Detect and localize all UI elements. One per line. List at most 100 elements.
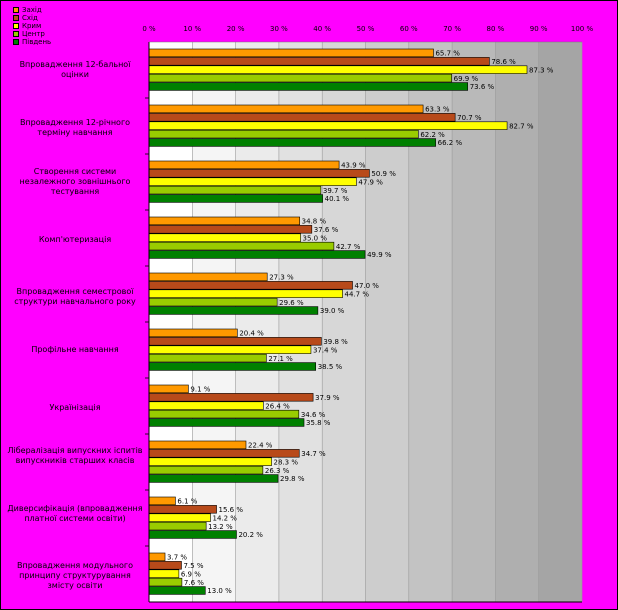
bar-3-0 bbox=[148, 216, 300, 226]
tick-label-9: 90 % bbox=[530, 25, 548, 33]
data-label-3-1: 37.6 % bbox=[314, 226, 339, 234]
bar-4-3 bbox=[148, 297, 278, 307]
data-label-4-1: 47.0 % bbox=[355, 282, 380, 290]
data-label-6-1: 37.9 % bbox=[315, 394, 340, 402]
category-label-0: Впровадження 12-бальної оцінки bbox=[19, 60, 131, 79]
data-label-5-0: 20.4 % bbox=[239, 330, 264, 338]
data-label-5-4: 38.5 % bbox=[318, 363, 343, 371]
bar-5-4 bbox=[148, 362, 317, 371]
bar-6-1 bbox=[148, 393, 314, 402]
data-label-9-1: 7.5 % bbox=[183, 562, 203, 570]
data-label-8-1: 15.6 % bbox=[219, 506, 244, 514]
data-label-5-2: 37.4 % bbox=[313, 346, 338, 354]
bar-9-3 bbox=[148, 577, 183, 587]
category-label-8: Диверсифікація (впровадження платної сис… bbox=[7, 504, 143, 523]
data-label-3-2: 35.0 % bbox=[303, 234, 328, 242]
bar-2-2 bbox=[148, 177, 357, 186]
bar-8-2 bbox=[148, 513, 211, 522]
data-label-3-3: 42.7 % bbox=[336, 243, 361, 251]
legend-label-krym: Крим bbox=[22, 22, 42, 30]
data-label-3-4: 49.9 % bbox=[367, 251, 392, 259]
bar-9-2 bbox=[148, 569, 180, 578]
bar-7-4 bbox=[148, 474, 279, 483]
tick-label-3: 30 % bbox=[270, 25, 288, 33]
bar-9-4 bbox=[148, 586, 206, 595]
legend-item-skhid: Схід bbox=[13, 14, 51, 22]
data-label-7-0: 22.4 % bbox=[248, 442, 273, 450]
bar-2-4 bbox=[148, 194, 323, 203]
data-label-2-0: 43.9 % bbox=[341, 162, 366, 170]
category-label-6: Українізація bbox=[49, 403, 101, 412]
data-label-4-4: 39.0 % bbox=[320, 307, 345, 315]
legend-item-zakhid: Захід bbox=[13, 6, 51, 14]
data-label-9-2: 6.9 % bbox=[181, 570, 201, 578]
data-label-9-0: 3.7 % bbox=[167, 554, 187, 562]
category-label-2: Створення системи незалежного зовнішньог… bbox=[19, 167, 131, 196]
data-label-9-3: 7.6 % bbox=[184, 579, 204, 587]
bar-9-0 bbox=[148, 552, 166, 562]
legend-item-tsentr: Центр bbox=[13, 30, 51, 38]
bar-2-0 bbox=[148, 160, 340, 170]
data-label-5-1: 39.8 % bbox=[323, 338, 348, 346]
data-label-8-3: 13.2 % bbox=[208, 523, 233, 531]
bar-7-2 bbox=[148, 457, 272, 466]
data-label-8-2: 14.2 % bbox=[212, 514, 237, 522]
bar-1-3 bbox=[148, 129, 419, 139]
bar-0-3 bbox=[148, 73, 452, 83]
legend-label-skhid: Схід bbox=[22, 14, 38, 22]
category-label-1: Впровадження 12-річного терміну навчання bbox=[19, 118, 131, 137]
data-label-1-0: 63.3 % bbox=[425, 106, 450, 114]
tick-label-2: 20 % bbox=[227, 25, 245, 33]
data-label-6-4: 35.8 % bbox=[306, 419, 331, 427]
bar-1-2 bbox=[148, 121, 508, 130]
legend-item-pivden: Південь bbox=[13, 38, 51, 46]
bar-1-4 bbox=[148, 138, 436, 147]
data-label-1-4: 66.2 % bbox=[438, 139, 463, 147]
bar-3-2 bbox=[148, 233, 301, 242]
data-label-1-1: 70.7 % bbox=[457, 114, 482, 122]
data-label-8-4: 20.2 % bbox=[238, 531, 263, 539]
data-label-3-0: 34.8 % bbox=[302, 218, 327, 226]
bar-9-1 bbox=[148, 561, 182, 570]
bar-6-3 bbox=[148, 409, 300, 419]
bar-0-0 bbox=[148, 48, 434, 58]
tick-label-1: 10 % bbox=[183, 25, 201, 33]
bar-1-0 bbox=[148, 104, 424, 114]
bar-5-3 bbox=[148, 353, 267, 363]
data-label-0-2: 87.3 % bbox=[529, 66, 554, 74]
tick-label-0: 0 % bbox=[142, 25, 156, 33]
bar-5-0 bbox=[148, 328, 238, 338]
bar-5-1 bbox=[148, 337, 322, 346]
bar-3-3 bbox=[148, 241, 335, 251]
bar-3-1 bbox=[148, 225, 313, 234]
bar-4-0 bbox=[148, 272, 268, 282]
bar-0-1 bbox=[148, 57, 490, 66]
bar-7-1 bbox=[148, 449, 300, 458]
data-label-1-3: 62.2 % bbox=[420, 131, 445, 139]
legend-swatch-krym bbox=[13, 23, 19, 29]
legend: Захід Схід Крим Центр Південь bbox=[13, 6, 51, 46]
bar-0-4 bbox=[148, 82, 468, 91]
bar-2-1 bbox=[148, 169, 370, 178]
bar-1-1 bbox=[148, 113, 456, 122]
tick-label-8: 80 % bbox=[487, 25, 505, 33]
data-label-7-3: 26.3 % bbox=[265, 467, 290, 475]
data-label-5-3: 27.1 % bbox=[268, 355, 293, 363]
data-label-2-2: 47.9 % bbox=[358, 178, 383, 186]
bar-8-3 bbox=[148, 521, 207, 531]
bar-5-2 bbox=[148, 345, 312, 354]
data-label-6-3: 34.6 % bbox=[301, 411, 326, 419]
category-label-7: Лібералізація випускних іспитів випускни… bbox=[7, 446, 143, 465]
data-label-0-3: 69.9 % bbox=[454, 75, 479, 83]
bar-7-3 bbox=[148, 465, 264, 475]
legend-label-zakhid: Захід bbox=[22, 6, 42, 14]
data-label-1-2: 82.7 % bbox=[509, 122, 534, 130]
bar-3-4 bbox=[148, 250, 366, 259]
legend-swatch-skhid bbox=[13, 15, 19, 21]
bar-8-1 bbox=[148, 505, 217, 514]
plot-band-9 bbox=[538, 42, 582, 602]
legend-label-tsentr: Центр bbox=[22, 30, 45, 38]
bar-7-0 bbox=[148, 440, 247, 450]
